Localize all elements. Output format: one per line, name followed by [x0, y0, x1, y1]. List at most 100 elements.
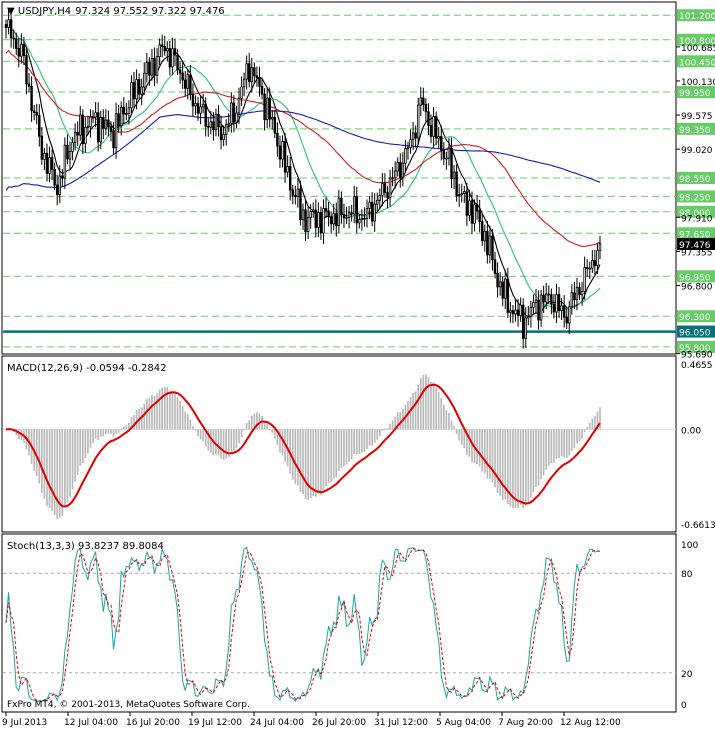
macd-bar [199, 429, 202, 440]
candle [217, 105, 220, 137]
candle [550, 288, 553, 315]
candle [186, 69, 190, 100]
candle [419, 87, 423, 117]
macd-bar [583, 429, 586, 432]
candle-body [337, 197, 341, 227]
candle [388, 169, 392, 207]
candle-body [299, 188, 302, 221]
time-tick-label: 26 Jul 20:00 [312, 718, 366, 728]
candle [201, 93, 205, 114]
candle [209, 110, 213, 135]
candle [468, 189, 471, 221]
candle [393, 161, 397, 189]
candle-body [263, 93, 266, 121]
candle-body [227, 122, 230, 126]
candle-body [207, 125, 210, 128]
candle-body [306, 217, 310, 233]
candle-body [178, 69, 182, 74]
macd-bar [312, 429, 315, 497]
candle-body [478, 210, 481, 222]
candle-body [294, 194, 297, 198]
candle-body [20, 43, 23, 57]
candle-body [119, 106, 123, 127]
candle [424, 98, 428, 122]
candle-body [347, 212, 351, 218]
candle [9, 8, 13, 48]
candle-body [580, 290, 584, 296]
candle-body [368, 201, 371, 209]
candle-body [191, 94, 195, 107]
candle [337, 190, 341, 233]
macd-bar [489, 429, 491, 479]
macd-bar [483, 429, 486, 474]
candle-body [217, 113, 220, 128]
macd-bar [555, 429, 558, 459]
price-axis: 100.685 100.130 99.575 99.020 97.910 97.355 96… [676, 44, 715, 361]
candle [79, 105, 82, 141]
candle [7, 10, 10, 35]
macd-bar [76, 429, 79, 476]
macd-bar [440, 397, 443, 430]
candle-body [340, 197, 343, 215]
candle-body [125, 113, 128, 115]
candle-body [598, 243, 602, 252]
candle-body [319, 211, 323, 234]
candle-body [416, 104, 420, 139]
macd-bar [450, 420, 453, 430]
candle [370, 192, 374, 227]
level-label: 95.800 [679, 344, 711, 354]
candlesticks [4, 8, 602, 349]
macd-bar [430, 382, 432, 430]
candle-body [437, 136, 440, 139]
macd-bar [115, 429, 117, 434]
candle [288, 156, 292, 201]
candle [122, 97, 126, 125]
candle [368, 196, 371, 219]
candle [114, 102, 118, 159]
chart-title: ▼ USDJPY,H4 97.324 97.552 97.322 97.476 [7, 6, 225, 17]
candle-body [329, 216, 333, 225]
macd-bar [38, 429, 41, 484]
candle [480, 213, 484, 246]
candle-body [332, 213, 335, 225]
macd-bar [481, 429, 484, 472]
macd-bar [425, 374, 427, 430]
candle-body [86, 126, 90, 129]
candle-body [378, 195, 382, 201]
candle [242, 72, 246, 97]
candle [176, 49, 179, 76]
candle [112, 122, 115, 155]
candle-body [109, 126, 113, 132]
candle [555, 283, 558, 324]
candle [588, 261, 591, 280]
time-tick-label: 12 Jul 04:00 [64, 718, 118, 728]
macd-bar [537, 429, 540, 486]
candle [445, 151, 448, 170]
macd-bar [327, 429, 330, 484]
candle [437, 126, 440, 148]
macd-bar [110, 429, 112, 435]
candle [391, 166, 394, 187]
key-level-label-bg [677, 325, 715, 338]
level-label: 98.250 [679, 193, 711, 203]
candle [248, 52, 251, 88]
candle-body [68, 151, 72, 160]
candle [127, 100, 131, 125]
candle-body [71, 142, 74, 152]
candle-body [255, 75, 259, 79]
level-label: 96.950 [679, 273, 711, 283]
candle [329, 211, 333, 234]
candle-body [345, 216, 348, 219]
candle [573, 281, 576, 309]
candle-body [66, 144, 69, 160]
macd-bar [230, 429, 233, 452]
candle [583, 256, 586, 300]
macd-bar [130, 416, 133, 430]
macd-bar [530, 429, 532, 498]
level-100.800: 100.800 [3, 33, 715, 47]
macd-bar [314, 429, 317, 497]
macd-bar [184, 411, 187, 430]
stoch-title: Stoch(13,3,3) 93.8237 89.8084 [7, 541, 164, 552]
